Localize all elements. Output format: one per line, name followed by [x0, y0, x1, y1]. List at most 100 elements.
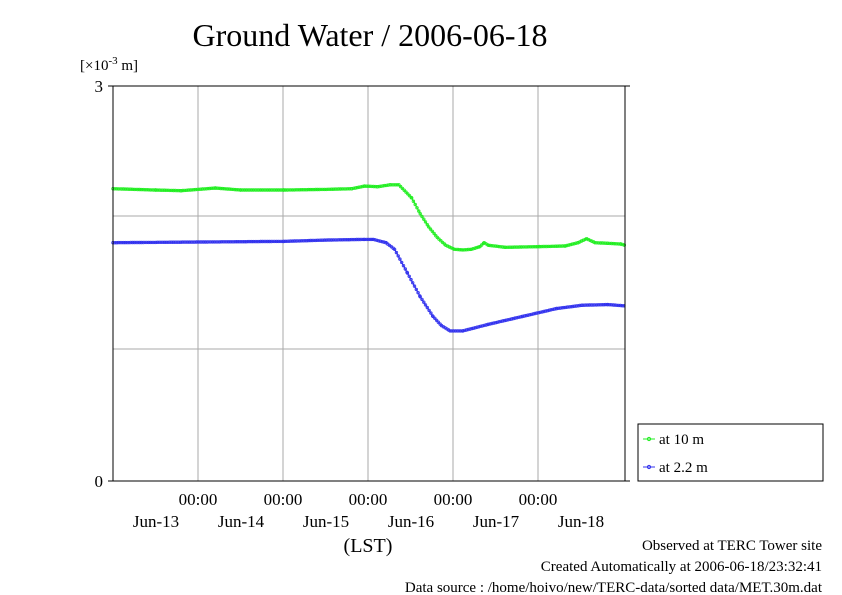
data-point — [462, 328, 467, 333]
data-point — [477, 325, 481, 329]
data-point — [120, 240, 124, 245]
data-point — [209, 240, 213, 244]
x-date-label: Jun-13 — [133, 512, 179, 531]
data-point — [567, 243, 571, 247]
data-point — [401, 264, 406, 268]
data-point — [350, 186, 354, 191]
data-point — [490, 321, 494, 326]
series-layer — [111, 183, 626, 333]
data-point — [310, 187, 314, 192]
data-point — [141, 187, 145, 192]
data-point — [137, 240, 142, 245]
data-point — [454, 247, 458, 252]
data-point — [375, 184, 380, 189]
data-point — [529, 312, 534, 317]
data-point — [423, 303, 428, 307]
plot-frame — [112, 85, 626, 482]
data-point — [303, 238, 307, 243]
data-point — [430, 229, 434, 233]
data-point — [353, 237, 357, 242]
data-point — [353, 186, 358, 190]
data-point — [525, 245, 529, 249]
data-point — [480, 243, 484, 247]
data-point — [239, 188, 243, 192]
data-point — [478, 324, 483, 328]
data-point — [173, 240, 177, 244]
data-point — [388, 183, 392, 187]
data-point — [432, 231, 436, 236]
data-point — [456, 247, 460, 252]
data-point — [191, 187, 196, 192]
data-point — [271, 239, 275, 244]
data-point — [358, 237, 362, 242]
data-point — [593, 303, 597, 307]
data-point — [538, 244, 542, 249]
data-point — [378, 239, 383, 243]
data-point — [602, 241, 606, 245]
data-point — [269, 188, 273, 192]
data-point — [267, 188, 272, 192]
data-point — [181, 188, 185, 193]
data-point — [306, 187, 311, 192]
data-point — [347, 237, 352, 242]
data-point — [186, 188, 191, 192]
data-point — [331, 238, 336, 242]
data-point — [204, 187, 208, 191]
data-point — [512, 245, 517, 249]
data-point — [415, 206, 419, 210]
data-point — [598, 303, 602, 307]
data-point — [278, 188, 282, 192]
data-point — [616, 242, 621, 246]
data-point — [184, 188, 189, 192]
data-point — [216, 240, 220, 244]
x-time-label: 00:00 — [519, 490, 558, 509]
data-point — [296, 188, 300, 192]
data-point — [458, 247, 462, 252]
data-point — [171, 240, 176, 244]
data-point — [317, 187, 321, 192]
data-point — [382, 183, 387, 188]
data-point — [370, 237, 374, 242]
data-point — [227, 187, 232, 191]
data-point — [539, 244, 544, 249]
data-point — [495, 320, 500, 324]
data-point — [346, 237, 350, 242]
data-point — [267, 239, 272, 244]
data-point — [580, 303, 584, 307]
data-point — [155, 188, 160, 192]
data-point — [116, 240, 120, 245]
data-point — [175, 188, 179, 193]
data-point — [475, 245, 479, 250]
data-point — [201, 240, 206, 244]
data-point — [285, 188, 289, 192]
legend-item-10m: at 10 m — [643, 432, 704, 448]
data-point — [315, 187, 320, 192]
data-point — [312, 187, 316, 192]
data-point — [451, 329, 456, 333]
data-point — [130, 240, 135, 245]
data-point — [180, 240, 184, 244]
data-point — [466, 327, 470, 332]
data-point — [257, 239, 261, 244]
data-point — [264, 188, 268, 192]
data-point — [258, 239, 263, 244]
data-point — [593, 240, 597, 245]
data-point — [394, 183, 398, 187]
data-point — [266, 239, 270, 244]
data-point — [182, 240, 186, 244]
data-point — [568, 242, 573, 247]
data-point — [584, 303, 588, 307]
data-point — [136, 187, 140, 192]
data-point — [127, 240, 131, 245]
data-point — [551, 307, 555, 312]
data-point — [459, 248, 464, 252]
data-point — [516, 245, 520, 249]
data-point — [602, 303, 606, 307]
data-point — [187, 240, 192, 244]
data-point — [486, 243, 491, 247]
data-point — [280, 239, 284, 244]
data-point — [488, 322, 492, 326]
data-point — [218, 186, 223, 191]
data-point — [280, 188, 284, 192]
data-point — [412, 284, 417, 288]
